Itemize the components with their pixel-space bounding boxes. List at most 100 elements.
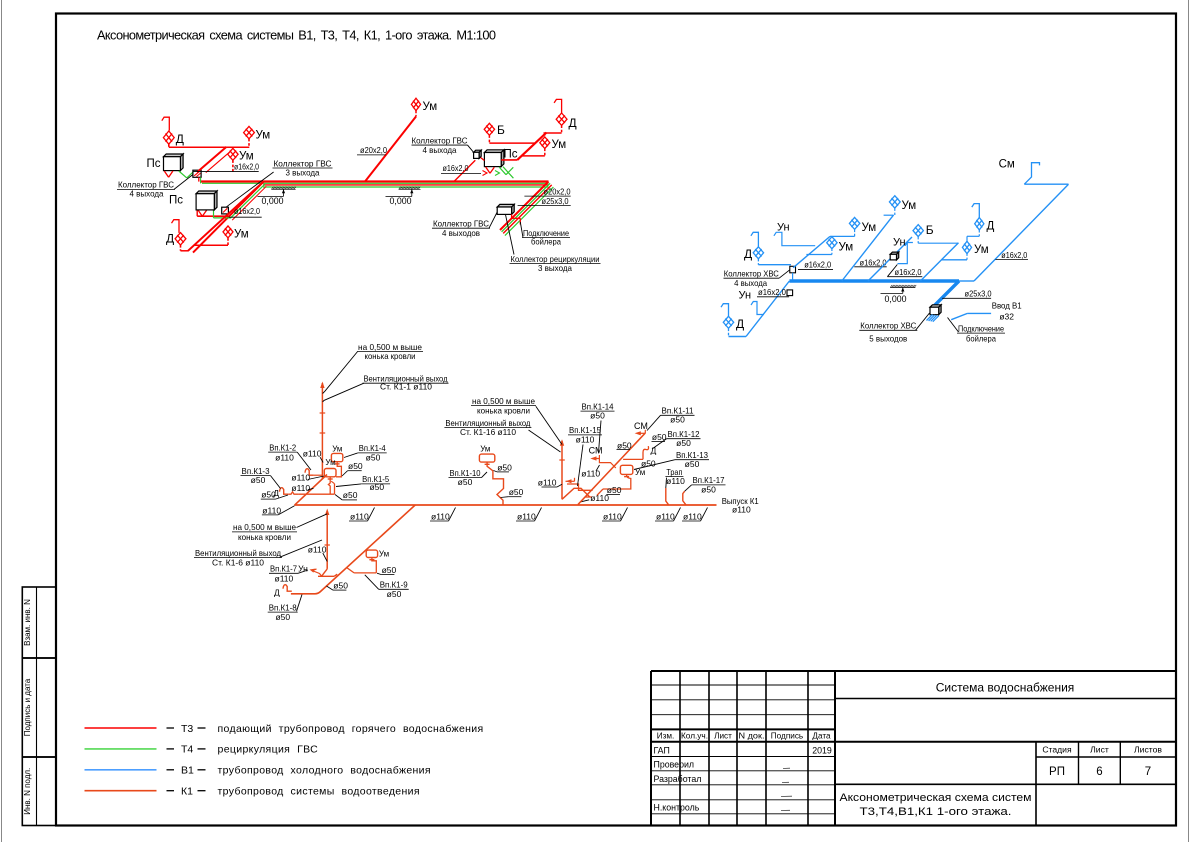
svg-text:Коллектор ХВС: Коллектор ХВС: [724, 269, 779, 279]
svg-text:ø20x2,0: ø20x2,0: [544, 187, 571, 197]
svg-text:ø50: ø50: [509, 487, 524, 497]
svg-text:ø110: ø110: [581, 468, 600, 478]
svg-text:Б: Б: [497, 123, 505, 137]
svg-text:Ум: Ум: [332, 444, 342, 453]
svg-text:ø16x2,0: ø16x2,0: [1001, 250, 1027, 260]
svg-text:Вентиляционный выход: Вентиляционный выход: [364, 374, 448, 384]
svg-text:ø50: ø50: [261, 489, 276, 499]
svg-text:Выпуск К1: Выпуск К1: [722, 496, 759, 506]
svg-text:Д: Д: [987, 221, 995, 233]
svg-text:0,000: 0,000: [390, 196, 412, 206]
svg-text:ø50: ø50: [641, 459, 656, 469]
svg-text:ø110: ø110: [590, 493, 609, 503]
svg-text:Вп.К1-2: Вп.К1-2: [269, 442, 296, 452]
svg-text:4 выхода: 4 выхода: [130, 189, 164, 199]
svg-text:ø16x2,0: ø16x2,0: [758, 287, 786, 297]
svg-text:ø50: ø50: [387, 589, 402, 599]
svg-text:бойлера: бойлера: [531, 237, 561, 247]
svg-text:конька кровли: конька кровли: [365, 351, 416, 361]
svg-text:Вп.К1-8: Вп.К1-8: [269, 602, 297, 612]
svg-text:ø110: ø110: [431, 511, 450, 521]
svg-text:ø50: ø50: [617, 440, 632, 450]
svg-text:Ум: Ум: [325, 458, 335, 467]
svg-text:Б: Б: [926, 223, 934, 237]
svg-text:4 выхода: 4 выхода: [423, 145, 457, 155]
svg-text:Ун: Ун: [893, 237, 906, 249]
svg-text:Ун: Ун: [739, 289, 752, 301]
svg-text:Вп.К1-13: Вп.К1-13: [676, 450, 708, 460]
svg-text:ø16x2,0: ø16x2,0: [895, 267, 922, 277]
svg-text:Ум: Ум: [423, 101, 438, 113]
svg-text:См: См: [999, 159, 1015, 171]
svg-text:Листов: Листов: [1134, 745, 1162, 755]
svg-text:Вентиляционный выход: Вентиляционный выход: [195, 548, 281, 558]
svg-text:4 выходов: 4 выходов: [442, 228, 480, 238]
svg-text:ø50: ø50: [382, 565, 397, 575]
svg-text:Ум: Ум: [974, 244, 989, 256]
svg-text:ø16x2,0: ø16x2,0: [443, 163, 469, 173]
svg-text:ø50: ø50: [652, 432, 667, 442]
svg-text:Дата: Дата: [812, 732, 831, 741]
svg-text:Д: Д: [273, 488, 279, 498]
svg-text:ø50: ø50: [343, 490, 358, 500]
svg-text:ø50: ø50: [333, 581, 348, 591]
svg-text:ø16x2,0: ø16x2,0: [234, 206, 260, 216]
svg-text:Коллектор ХВС: Коллектор ХВС: [860, 321, 916, 331]
svg-text:ø110: ø110: [603, 511, 622, 521]
svg-text:ø50: ø50: [251, 475, 266, 485]
svg-text:конька кровли: конька кровли: [477, 405, 530, 415]
svg-text:Лист: Лист: [1090, 745, 1109, 755]
svg-text:Вп.К1-14: Вп.К1-14: [582, 401, 614, 411]
svg-text:Т4: Т4: [181, 744, 193, 756]
svg-text:ø110: ø110: [275, 452, 294, 462]
svg-text:ø50: ø50: [701, 485, 716, 495]
svg-text:ø110: ø110: [517, 511, 536, 521]
svg-text:Кол.уч.: Кол.уч.: [681, 732, 708, 741]
svg-text:Проверил: Проверил: [654, 760, 695, 770]
svg-text:Коллектор ГВС: Коллектор ГВС: [433, 219, 489, 229]
svg-text:ø50: ø50: [607, 485, 622, 495]
svg-text:Ст. К1-1 ø110: Ст. К1-1 ø110: [380, 382, 432, 392]
svg-text:Ум: Ум: [256, 130, 271, 142]
svg-text:ø110: ø110: [538, 478, 557, 488]
svg-text:Вп.К1-5: Вп.К1-5: [362, 474, 389, 484]
svg-text:Лист: Лист: [714, 732, 732, 741]
svg-text:3 выхода: 3 выхода: [286, 168, 320, 178]
svg-text:рециркуляция ГВС: рециркуляция ГВС: [218, 744, 319, 756]
svg-text:Д: Д: [176, 132, 184, 146]
svg-text:ø50: ø50: [670, 415, 685, 425]
svg-text:Ум: Ум: [239, 150, 254, 162]
svg-text:3 выхода: 3 выхода: [538, 263, 572, 273]
svg-text:Вп.К1-10: Вп.К1-10: [450, 468, 481, 478]
svg-text:ø50: ø50: [275, 612, 290, 622]
svg-text:Вп.К1-4: Вп.К1-4: [359, 443, 386, 453]
svg-text:ø110: ø110: [291, 483, 310, 493]
svg-text:ГАП: ГАП: [654, 745, 670, 755]
svg-text:ø50: ø50: [366, 452, 381, 462]
svg-text:ø25x3,0: ø25x3,0: [542, 196, 569, 206]
svg-text:Вп.К1-12: Вп.К1-12: [668, 429, 700, 439]
svg-text:К1: К1: [181, 786, 193, 798]
svg-text:Т3: Т3: [181, 723, 193, 735]
svg-text:Вп.К1-11: Вп.К1-11: [662, 406, 694, 416]
svg-text:бойлера: бойлера: [966, 334, 996, 344]
svg-text:трубопровод холодного водоснаб: трубопровод холодного водоснабжения: [218, 765, 431, 777]
svg-text:ø50: ø50: [458, 477, 473, 487]
svg-text:Подключение: Подключение: [523, 228, 569, 238]
svg-text:Коллектор рециркуляции: Коллектор рециркуляции: [511, 254, 600, 264]
svg-text:ø110: ø110: [683, 511, 702, 521]
svg-text:Аксонометрическая схема систем: Аксонометрическая схема системы В1, Т3, …: [97, 28, 496, 43]
svg-text:Вп.К1-7: Вп.К1-7: [270, 564, 297, 574]
svg-text:Ум: Ум: [234, 228, 249, 240]
svg-text:Вентиляционный выход: Вентиляционный выход: [445, 418, 530, 428]
svg-text:Коллектор ГВС: Коллектор ГВС: [412, 135, 468, 145]
svg-text:ø16x2,0: ø16x2,0: [234, 161, 259, 171]
svg-text:Ум: Ум: [379, 549, 389, 558]
svg-text:Т3,Т4,В1,К1 1-ого этажа.: Т3,Т4,В1,К1 1-ого этажа.: [860, 806, 1012, 818]
svg-text:ø110: ø110: [666, 476, 685, 486]
svg-text:на 0,500 м выше: на 0,500 м выше: [358, 342, 422, 352]
svg-text:4 выхода: 4 выхода: [734, 278, 767, 288]
svg-text:Подключение: Подключение: [958, 323, 1004, 333]
svg-text:Ум: Ум: [552, 139, 567, 151]
svg-text:ø16x2,0: ø16x2,0: [804, 260, 831, 270]
